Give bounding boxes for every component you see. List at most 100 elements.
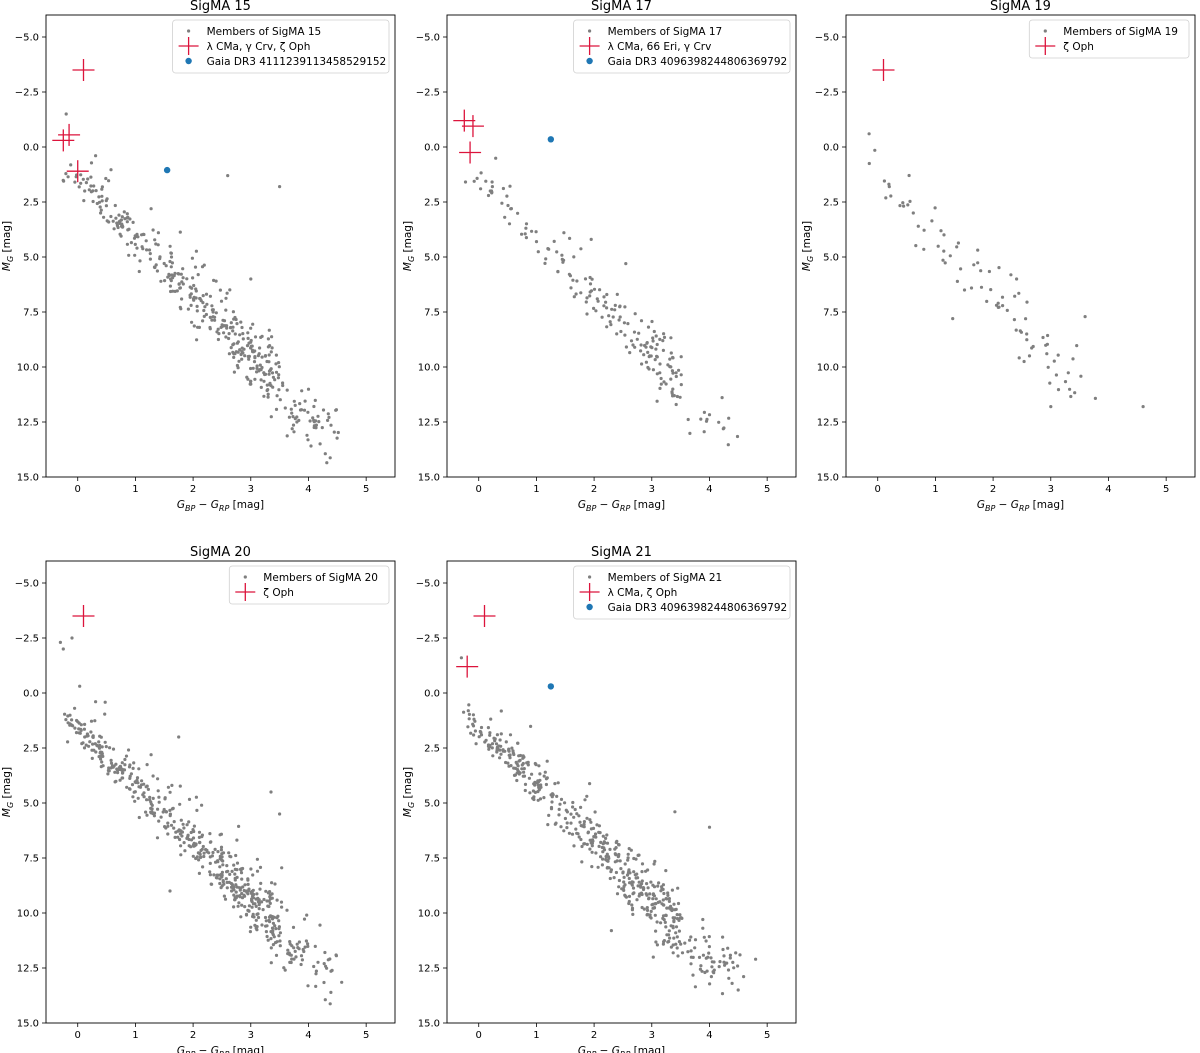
member-point	[585, 842, 589, 847]
member-point	[182, 826, 186, 830]
member-point	[979, 269, 983, 273]
y-tick-label: −2.5	[416, 634, 440, 645]
member-point	[521, 774, 525, 778]
member-point	[522, 767, 526, 771]
y-tick-label: 15.0	[17, 473, 39, 484]
member-point	[263, 354, 267, 358]
member-point	[676, 901, 681, 906]
member-point	[274, 953, 279, 958]
member-point	[1045, 342, 1049, 346]
member-point	[186, 307, 190, 311]
member-point	[314, 969, 318, 973]
chart-title: SigMA 21	[591, 545, 652, 560]
member-point	[582, 822, 586, 826]
member-point	[141, 247, 145, 251]
member-point	[282, 966, 286, 970]
panel-sigma-21: SigMA 21 0 1 2 3 4 5 −5.0 −2.5 0.0 2.5 5.0 7.5 10.0 12…	[402, 545, 797, 1053]
member-point	[246, 354, 250, 359]
member-point	[628, 351, 632, 355]
member-point	[1054, 373, 1058, 377]
member-point	[539, 785, 543, 789]
member-point	[649, 909, 653, 914]
member-point	[628, 881, 632, 885]
cross-marker	[72, 59, 95, 81]
member-point	[114, 216, 118, 220]
member-point	[210, 308, 214, 312]
member-point	[238, 348, 242, 352]
member-point	[529, 724, 533, 729]
member-point	[472, 733, 476, 737]
member-point	[604, 300, 608, 304]
member-point	[730, 981, 734, 986]
member-point	[212, 278, 216, 282]
member-point	[728, 953, 733, 957]
member-point	[290, 957, 294, 961]
member-point	[630, 903, 634, 907]
member-point	[98, 205, 102, 209]
member-point	[232, 342, 236, 346]
member-point	[156, 231, 160, 235]
member-point	[100, 185, 104, 189]
member-point	[645, 341, 649, 345]
member-point	[673, 908, 677, 912]
member-point	[270, 371, 275, 375]
member-point	[168, 808, 172, 813]
member-point	[114, 779, 118, 783]
member-point	[507, 222, 512, 226]
member-point	[149, 753, 153, 757]
member-point	[655, 372, 659, 376]
member-point	[707, 945, 712, 949]
member-point	[104, 199, 108, 203]
member-point	[679, 355, 683, 359]
member-point	[292, 399, 296, 403]
member-point	[508, 184, 512, 188]
member-point	[531, 789, 536, 793]
member-point	[306, 944, 310, 949]
member-point	[240, 357, 244, 361]
member-point	[623, 305, 627, 309]
member-point	[224, 335, 228, 339]
member-point	[593, 835, 597, 839]
member-point	[997, 266, 1001, 270]
member-point	[191, 836, 196, 840]
member-point	[182, 841, 186, 845]
member-point	[976, 261, 980, 265]
member-point	[212, 873, 216, 877]
member-point	[278, 398, 282, 402]
member-point	[583, 277, 588, 281]
member-point	[313, 398, 317, 402]
member-point	[243, 883, 247, 887]
member-point	[646, 886, 650, 890]
member-point	[699, 417, 703, 421]
member-point	[493, 737, 497, 741]
member-point	[526, 760, 530, 764]
member-point	[170, 783, 174, 788]
member-point	[701, 917, 705, 922]
cross-marker	[66, 160, 89, 183]
member-point	[188, 295, 192, 299]
member-point	[534, 230, 538, 234]
x-tick-label: 2	[190, 1030, 196, 1041]
member-point	[495, 747, 499, 751]
member-point	[530, 772, 534, 776]
member-point	[82, 727, 86, 731]
member-point	[677, 918, 681, 923]
member-point	[289, 960, 293, 965]
member-point	[604, 836, 608, 841]
member-point	[488, 731, 492, 735]
member-point	[205, 850, 209, 854]
member-point	[249, 366, 253, 371]
member-point	[239, 867, 243, 871]
member-point	[630, 908, 635, 912]
member-point	[90, 748, 94, 752]
member-point	[575, 831, 579, 835]
member-point	[736, 988, 740, 992]
member-point	[569, 286, 573, 290]
member-point	[166, 785, 170, 789]
member-point	[79, 173, 83, 177]
member-point	[149, 806, 153, 811]
member-point	[627, 899, 631, 904]
member-point	[655, 399, 659, 403]
member-point	[522, 770, 526, 774]
member-point	[1030, 346, 1034, 350]
